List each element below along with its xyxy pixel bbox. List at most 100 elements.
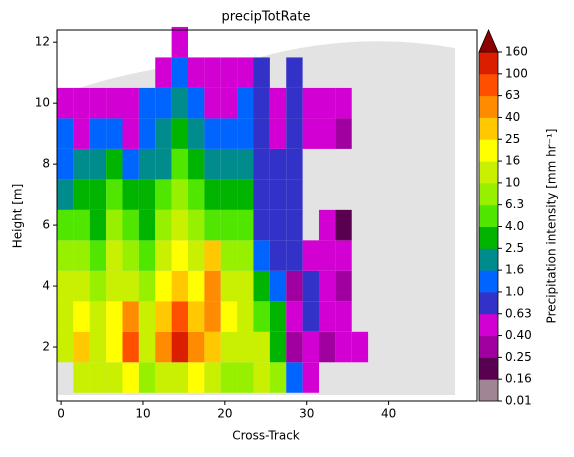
cell	[122, 179, 139, 210]
cell	[204, 118, 221, 149]
cell	[237, 331, 254, 363]
x-axis-label: Cross-Track	[232, 429, 300, 443]
y-tick-label: 4	[42, 279, 50, 293]
cell	[335, 331, 352, 363]
cell	[269, 118, 287, 149]
cell	[138, 118, 156, 149]
cell	[253, 240, 270, 271]
cell	[106, 179, 123, 210]
cell	[253, 301, 270, 332]
cell	[171, 148, 188, 180]
cell	[335, 301, 352, 332]
y-tick-label: 8	[42, 157, 50, 171]
cell	[286, 87, 303, 119]
cell	[220, 362, 238, 393]
colorbar-tick-label: 0.25	[505, 350, 532, 364]
cell	[171, 179, 188, 210]
colorbar-extend	[478, 28, 499, 53]
cell	[187, 270, 205, 302]
colorbar-tick-label: 1.6	[505, 263, 524, 277]
cell	[204, 362, 221, 393]
cell	[253, 179, 270, 210]
cell	[122, 362, 139, 393]
cell	[187, 148, 205, 180]
cell	[73, 118, 90, 149]
colorbar-segment	[479, 379, 498, 402]
cell	[269, 301, 287, 332]
cell	[89, 301, 107, 332]
cell	[286, 240, 303, 271]
cell	[187, 57, 205, 88]
cell	[122, 301, 139, 332]
cell	[220, 331, 238, 363]
cell	[237, 270, 254, 302]
cell	[253, 362, 270, 393]
cell	[155, 179, 172, 210]
cell	[122, 118, 139, 149]
cell	[106, 270, 123, 302]
cell	[335, 87, 352, 119]
cell	[220, 148, 238, 180]
cell	[57, 87, 74, 119]
cell	[302, 301, 319, 332]
cell	[286, 179, 303, 210]
cell	[220, 179, 238, 210]
cell	[171, 26, 188, 58]
colorbar-tick-label: 0.01	[505, 394, 532, 408]
cell	[57, 331, 74, 363]
colorbar-segment	[479, 270, 498, 293]
x-tick-label: 0	[57, 407, 65, 421]
colorbar-segment	[479, 204, 498, 227]
cell	[73, 331, 90, 363]
cell	[237, 240, 254, 271]
cell	[302, 240, 319, 271]
colorbar-segment	[479, 52, 498, 75]
cell	[138, 179, 156, 210]
cell	[73, 362, 90, 393]
cell	[122, 240, 139, 271]
cell	[237, 57, 254, 88]
cell	[138, 209, 156, 241]
cell	[204, 209, 221, 241]
cell	[286, 331, 303, 363]
colorbar-segment	[479, 248, 498, 271]
cell	[89, 148, 107, 180]
cell	[106, 148, 123, 180]
cell	[187, 301, 205, 332]
cell	[253, 57, 270, 88]
colorbar-tick-label: 0.16	[505, 372, 532, 386]
cell	[253, 331, 270, 363]
cell	[187, 179, 205, 210]
colorbar-tick-label: 160	[505, 45, 528, 59]
cell	[155, 301, 172, 332]
cell	[57, 240, 74, 271]
cell	[220, 301, 238, 332]
cell	[286, 270, 303, 302]
cell	[220, 87, 238, 119]
cell	[57, 209, 74, 241]
cell	[318, 331, 336, 363]
cell	[237, 362, 254, 393]
colorbar-label: Precipitation intensity [mm hr⁻¹]	[545, 129, 559, 324]
cell	[171, 87, 188, 119]
cell	[89, 209, 107, 241]
cell	[171, 209, 188, 241]
cell	[171, 240, 188, 271]
cell	[302, 331, 319, 363]
colorbar-tick-label: 1.0	[505, 284, 524, 298]
cell	[335, 118, 352, 149]
cell	[204, 331, 221, 363]
cell	[269, 362, 287, 393]
colorbar-tick-label: 16	[505, 154, 520, 168]
cell	[73, 179, 90, 210]
colorbar-segment	[479, 335, 498, 358]
colorbar-tick-label: 100	[505, 66, 528, 80]
cell	[335, 270, 352, 302]
cell	[138, 331, 156, 363]
colorbar-segment	[479, 73, 498, 97]
cell	[122, 148, 139, 180]
cell	[286, 301, 303, 332]
cell	[122, 270, 139, 302]
cell	[171, 57, 188, 88]
cell	[237, 179, 254, 210]
